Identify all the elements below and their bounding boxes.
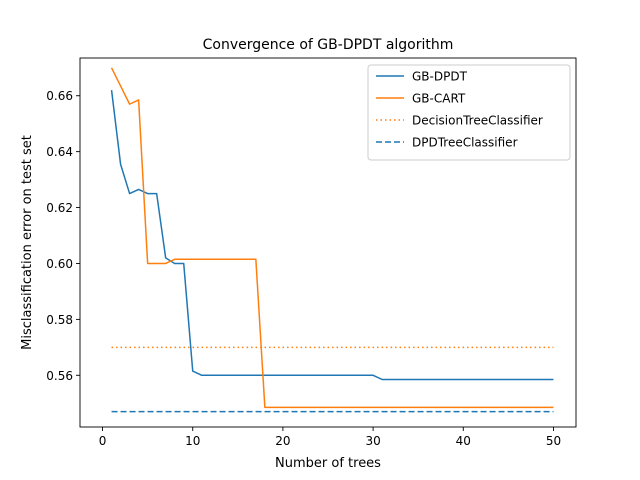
x-axis-label: Number of trees [275, 456, 381, 471]
legend-label-decisiontreeclassifier: DecisionTreeClassifier [412, 114, 543, 128]
y-tick-label: 0.60 [46, 257, 73, 271]
series-line-gb-dpdt [110, 90, 554, 381]
chart-title: Convergence of GB-DPDT algorithm [203, 37, 454, 53]
axes-frame [79, 57, 577, 428]
y-tick-label: 0.58 [46, 313, 73, 327]
x-tick-label: 10 [185, 434, 200, 448]
y-tick-label: 0.64 [46, 145, 73, 159]
legend-label-gb-dpdt: GB-DPDT [412, 70, 468, 84]
x-tick-label: 30 [365, 434, 380, 448]
y-tick-label: 0.66 [46, 89, 73, 103]
plot-area [110, 67, 554, 413]
legend-label-dpdtreeclassifier: DPDTreeClassifier [412, 136, 518, 150]
legend-box [367, 64, 571, 161]
x-tick-label: 50 [546, 434, 561, 448]
x-tick-label: 40 [456, 434, 471, 448]
y-tick-label: 0.56 [46, 369, 73, 383]
series-line-gb-cart [110, 67, 554, 409]
legend: GB-DPDT GB-CART DecisionTreeClassifier DPDT… [367, 64, 571, 161]
y-tick-label: 0.62 [46, 201, 73, 215]
x-tick-label: 20 [275, 434, 290, 448]
y-axis-label: Misclassification error on test set [20, 135, 35, 350]
x-tick-label: 0 [99, 434, 107, 448]
x-axis: 0 10 20 30 40 50 [99, 427, 561, 448]
y-axis: 0.56 0.58 0.60 0.62 0.64 0.66 [46, 89, 80, 383]
legend-label-gb-cart: GB-CART [412, 92, 466, 106]
